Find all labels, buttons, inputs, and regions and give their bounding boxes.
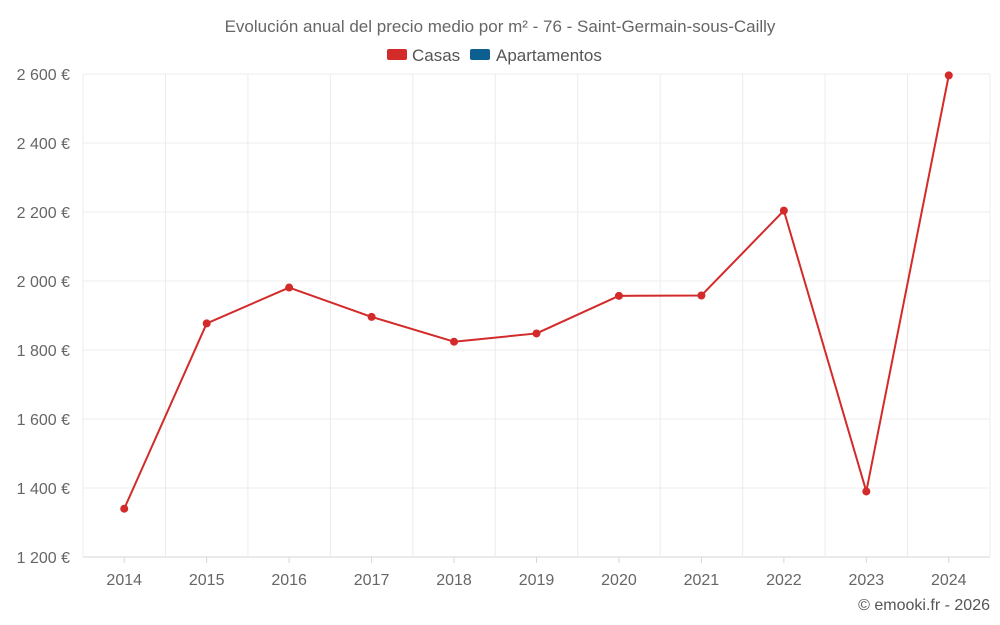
x-tick-label: 2020 bbox=[601, 572, 637, 589]
legend-swatch-casas[interactable] bbox=[387, 49, 407, 60]
y-tick-label: 1 200 € bbox=[17, 550, 70, 567]
data-point-casas[interactable] bbox=[120, 504, 129, 513]
x-tick-label: 2015 bbox=[189, 572, 225, 589]
series-casas bbox=[120, 71, 953, 513]
data-point-casas[interactable] bbox=[944, 71, 953, 80]
y-tick-label: 2 600 € bbox=[17, 67, 70, 84]
y-axis-tick-labels: 1 200 € 1 400 € 1 600 € 1 800 € 2 000 € 2 200… bbox=[17, 67, 70, 567]
x-tick-label: 2024 bbox=[931, 572, 967, 589]
x-tick-label: 2014 bbox=[106, 572, 142, 589]
data-point-casas[interactable] bbox=[614, 291, 623, 300]
y-tick-label: 2 200 € bbox=[17, 205, 70, 222]
grid-lines bbox=[82, 73, 991, 558]
x-tick-label: 2017 bbox=[354, 572, 390, 589]
x-tick-label: 2023 bbox=[849, 572, 885, 589]
x-tick-label: 2018 bbox=[436, 572, 472, 589]
legend-label-casas[interactable]: Casas bbox=[412, 46, 460, 65]
y-tick-label: 1 400 € bbox=[17, 481, 70, 498]
data-point-casas[interactable] bbox=[285, 283, 294, 292]
data-point-casas[interactable] bbox=[779, 206, 788, 215]
data-point-casas[interactable] bbox=[532, 329, 541, 338]
x-tick-label: 2019 bbox=[519, 572, 555, 589]
chart-legend: Casas Apartamentos bbox=[387, 46, 602, 65]
y-tick-label: 1 600 € bbox=[17, 412, 70, 429]
chart-title: Evolución anual del precio medio por m² … bbox=[225, 17, 776, 36]
x-tick-label: 2022 bbox=[766, 572, 802, 589]
y-tick-label: 1 800 € bbox=[17, 343, 70, 360]
data-point-casas[interactable] bbox=[450, 337, 459, 346]
credit-text: © emooki.fr - 2026 bbox=[858, 597, 990, 614]
data-point-casas[interactable] bbox=[862, 487, 871, 496]
legend-swatch-apartamentos[interactable] bbox=[470, 49, 490, 60]
x-tick-label: 2021 bbox=[684, 572, 720, 589]
data-point-casas[interactable] bbox=[202, 319, 211, 328]
y-tick-label: 2 000 € bbox=[17, 274, 70, 291]
legend-label-apartamentos[interactable]: Apartamentos bbox=[496, 46, 602, 65]
x-axis-tick-labels: 2014 2015 2016 2017 2018 2019 2020 2021 2022 2023… bbox=[106, 557, 967, 589]
data-point-casas[interactable] bbox=[367, 312, 376, 321]
x-tick-label: 2016 bbox=[271, 572, 307, 589]
y-tick-label: 2 400 € bbox=[17, 136, 70, 153]
data-point-casas[interactable] bbox=[697, 291, 706, 300]
